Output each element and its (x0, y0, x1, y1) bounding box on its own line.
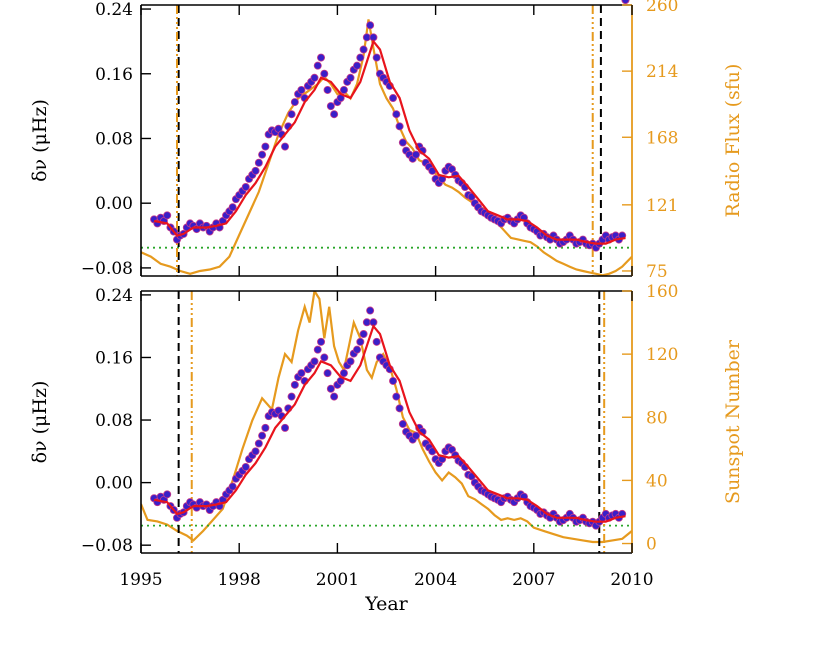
panel-2-data-point (228, 482, 237, 491)
panel-1-data-point (339, 85, 348, 94)
panel-2-data-point (339, 369, 348, 378)
panel-2-data-point (356, 337, 365, 346)
panel-2-data-point (621, 0, 630, 4)
panel-1-ylabel-left: δν (μHz) (29, 99, 51, 182)
panel-1-data-point (320, 69, 329, 78)
panel-1-ytick-right-label: 168 (646, 128, 678, 148)
panel-1-data-point (326, 102, 335, 111)
panel-1-data-point (389, 94, 398, 103)
panel-1-ytick-left-label: 0.24 (95, 0, 133, 20)
panel-1-proxy-line (141, 19, 632, 276)
panel-2-data-point (163, 490, 172, 499)
panel-2-data-point (317, 337, 326, 346)
panel-1-data-point (317, 53, 326, 62)
panel-1-ytick-right-label: 75 (646, 262, 668, 282)
xtick-label: 1998 (218, 570, 261, 590)
panel-2-ytick-right-label: 40 (646, 471, 668, 491)
panel-1-data-point (281, 142, 290, 151)
panel-2-data-point (359, 330, 368, 339)
panel-2-data-point (290, 380, 299, 389)
panel-2-data-point (346, 357, 355, 366)
panel-1-data-point (310, 73, 319, 82)
panel-1-data-point (392, 110, 401, 119)
panel-1-data-point (163, 211, 172, 220)
panel-2-ytick-right-label: 0 (646, 535, 657, 555)
panel-2-ytick-left-label: 0.16 (95, 348, 133, 368)
panel-2-data-point (254, 439, 263, 448)
panel-2-ytick-right-label: 120 (646, 345, 678, 365)
panel-1-data-point (372, 53, 381, 62)
panel-1-ytick-right-label: 121 (646, 196, 678, 216)
panel-2-ytick-left-label: 0.24 (95, 286, 133, 306)
xtick-label: 2001 (316, 570, 359, 590)
panel-2-data-point (362, 318, 371, 327)
panel-2-data-point (258, 431, 267, 440)
panel-1-ytick-right-label: 260 (646, 0, 678, 16)
panel-2-data-point (366, 306, 375, 315)
panel-1-ytick-left-label: 0.16 (95, 65, 133, 85)
panel-2-data-point (281, 423, 290, 432)
panel-2-data-point (353, 345, 362, 354)
panel-2-data-point (395, 404, 404, 413)
panel-2-ytick-right-label: 80 (646, 408, 668, 428)
panel-2-ylabel-right: Sunspot Number (722, 339, 744, 504)
panel-1-data-point (411, 150, 420, 159)
panel-1-data-point (254, 158, 263, 167)
panel-1-data-point (258, 150, 267, 159)
xtick-label: 2007 (512, 570, 555, 590)
panel-1-ytick-left-label: 0.08 (95, 129, 133, 149)
panel-2-data-point (313, 345, 322, 354)
panel-2-data-point (389, 376, 398, 385)
panel-1-smooth-line (153, 39, 626, 245)
panel-2-data-point (251, 447, 260, 456)
panel-1-data-point (356, 53, 365, 62)
panel-2-data-point (330, 392, 339, 401)
panel-1-ytick-right-label: 214 (646, 62, 678, 82)
xtick-label: 2004 (414, 570, 457, 590)
panel-1-data-point (261, 142, 270, 151)
panel-1-data-point (297, 85, 306, 94)
xtick-label: 2010 (610, 570, 653, 590)
panel-1-data-point (398, 138, 407, 147)
panel-2-data-point (372, 337, 381, 346)
panel-2-data-point (241, 462, 250, 471)
panel-2-data-point (297, 369, 306, 378)
panel-2-data-point (261, 423, 270, 432)
panel-1-data-point (290, 98, 299, 107)
panel-1-data-point (323, 85, 332, 94)
xtick-label: 1995 (119, 570, 162, 590)
panel-1-data-point (241, 183, 250, 192)
panel-2-data-point (320, 353, 329, 362)
panel-1-data-point (362, 33, 371, 42)
xlabel: Year (364, 593, 408, 615)
panel-2-data-point (326, 384, 335, 393)
panel-1-ytick-left-label: 0.00 (95, 194, 133, 214)
panel-2-data-point (287, 392, 296, 401)
panel-1-data-point (228, 203, 237, 212)
panel-1-ytick-left-label: −0.08 (81, 259, 133, 279)
panel-2-data-point (310, 357, 319, 366)
panel-2-data-point (323, 369, 332, 378)
panel-2-ytick-left-label: −0.08 (81, 536, 133, 556)
panel-1-data-point (366, 21, 375, 30)
panel-1-data-point (251, 166, 260, 175)
panel-1-ylabel-right: Radio Flux (sfu) (722, 64, 744, 218)
panel-2-ytick-right-label: 160 (646, 282, 678, 302)
panel-1-data-point (353, 61, 362, 70)
panel-1-data-point (330, 110, 339, 119)
panel-2-ytick-left-label: 0.08 (95, 411, 133, 431)
panel-2-data-point (411, 431, 420, 440)
panel-1-data-point (346, 73, 355, 82)
panel-1-data-point (313, 61, 322, 70)
panel-1-data-point (287, 110, 296, 119)
panel-1-data-point (395, 122, 404, 131)
panel-2-data-point (392, 392, 401, 401)
panel-2-ytick-left-label: 0.00 (95, 474, 133, 494)
panel-2-ylabel-left: δν (μHz) (29, 381, 51, 464)
panel-2-data-point (398, 419, 407, 428)
panel-1-data-point (359, 45, 368, 54)
panel-2-smooth-line (153, 323, 626, 523)
